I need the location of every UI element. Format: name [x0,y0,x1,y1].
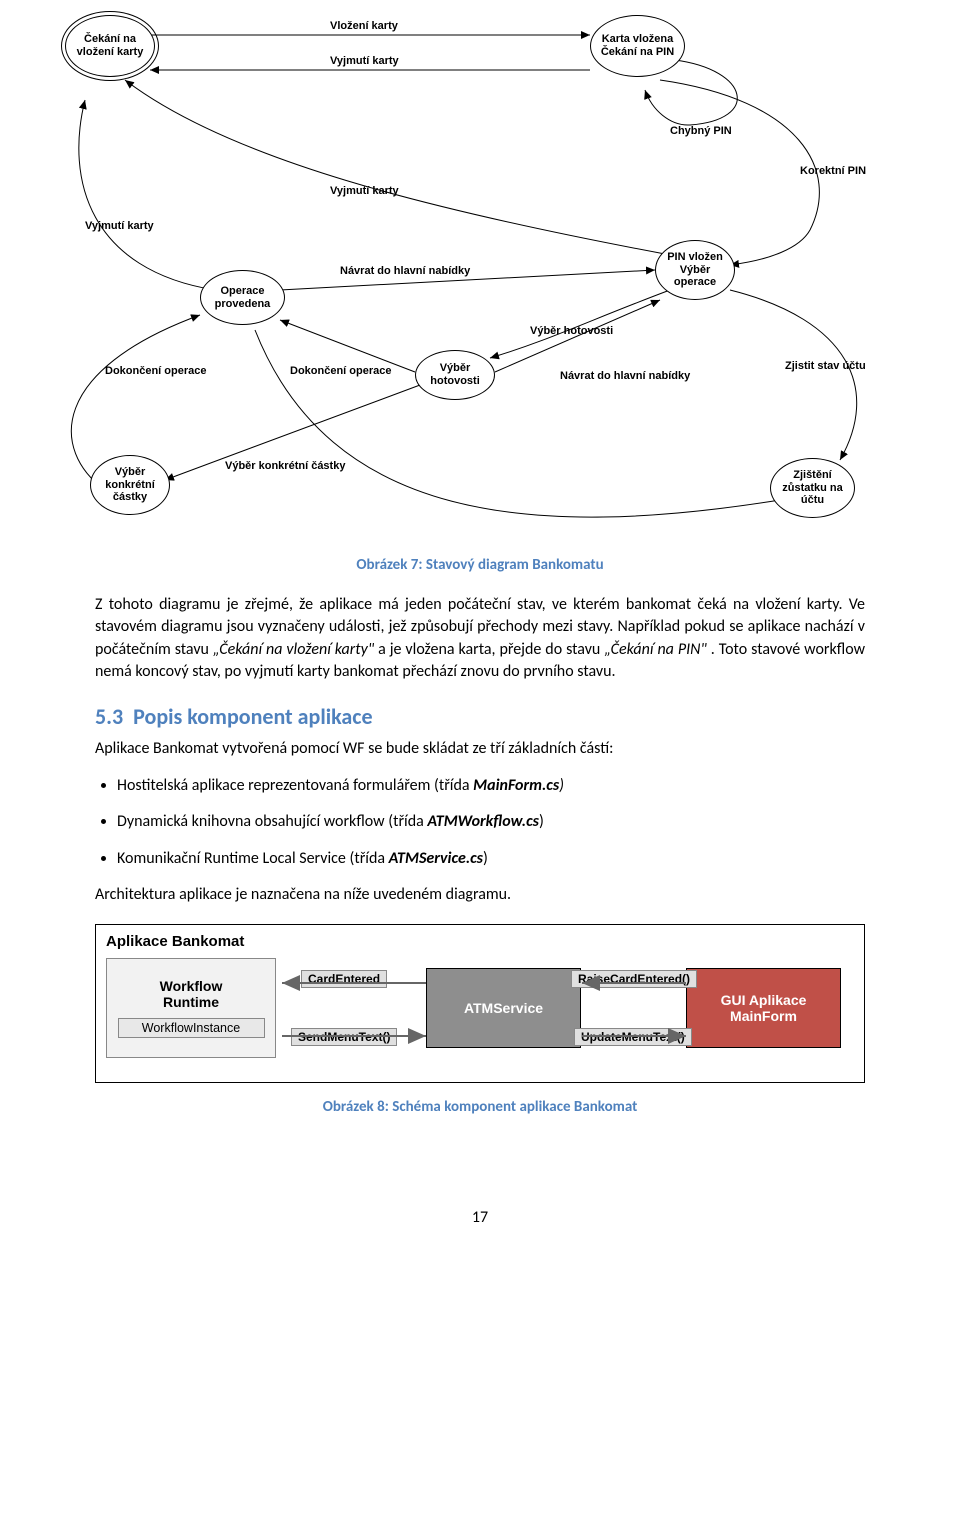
text: ) [539,812,544,831]
node-vyber-hotovosti: Výběr hotovosti [415,350,495,400]
node-label: Výběr konkrétní částky [95,466,165,504]
node-karta-vlozena: Karta vložena Čekání na PIN [590,15,685,77]
figure-7-caption: Obrázek 7: Stavový diagram Bankomatu [95,555,865,576]
component-outer-title: Aplikace Bankomat [106,933,854,950]
node-vyber-castky: Výběr konkrétní částky [90,455,170,515]
bullet-list: Hostitelská aplikace reprezentovaná form… [117,775,865,870]
figure-8-caption: Obrázek 8: Schéma komponent aplikace Ban… [95,1097,865,1118]
edge-label: Návrat do hlavní nabídky [340,265,470,277]
page-number: 17 [0,1208,960,1227]
text-bold: ATMService.cs [389,849,483,868]
edge-label: Výběr konkrétní částky [225,460,345,472]
text-italic: „Čekání na PIN" [604,640,707,659]
document-body: Obrázek 7: Stavový diagram Bankomatu Z t… [95,555,865,906]
text: Komunikační Runtime Local Service (třída [117,849,389,868]
node-label: Čekání na vložení karty [70,33,150,58]
edge-label: Vyjmutí karty [85,220,154,232]
edge-label: Dokončení operace [105,365,206,377]
edge-label: Zjistit stav účtu [785,360,866,372]
paragraph-3: Architektura aplikace je naznačena na ní… [95,884,865,906]
edge-label: Vyjmutí karty [330,55,399,67]
node-operace-provedena: Operace provedena [200,270,285,325]
edge-label: Korektní PIN [800,165,866,177]
paragraph-1: Z tohoto diagramu je zřejmé, že aplikace… [95,594,865,684]
edge-label: Návrat do hlavní nabídky [560,370,690,382]
node-label: Zjištění zůstatku na účtu [775,469,850,507]
section-title: Popis komponent aplikace [133,703,372,730]
state-diagram: Čekání na vložení karty Karta vložena Če… [30,10,930,530]
edge-label: Vložení karty [330,20,398,32]
edge-label: Dokončení operace [290,365,391,377]
list-item: Dynamická knihovna obsahující workflow (… [117,811,865,833]
list-item: Komunikační Runtime Local Service (třída… [117,848,865,870]
section-heading: 5.3 Popis komponent aplikace [95,702,865,733]
text: ) [559,776,564,795]
node-label: Karta vložena Čekání na PIN [595,33,680,58]
node-cekani-vlozeni: Čekání na vložení karty [65,15,155,77]
text: Hostitelská aplikace reprezentovaná form… [117,776,473,795]
component-diagram: Aplikace Bankomat Workflow Runtime Workf… [95,924,865,1083]
paragraph-2: Aplikace Bankomat vytvořená pomocí WF se… [95,738,865,760]
text: Dynamická knihovna obsahující workflow (… [117,812,427,831]
node-label: Operace provedena [205,285,280,310]
list-item: Hostitelská aplikace reprezentovaná form… [117,775,865,797]
text-italic: „Čekání na vložení karty" [213,640,374,659]
node-label: Výběr hotovosti [420,362,490,387]
text-bold: ATMWorkflow.cs [427,812,539,831]
edge-label: Chybný PIN [670,125,732,137]
text: a je vložena karta, přejde do stavu [378,640,604,659]
node-label: PIN vložen Výběr operace [660,251,730,289]
section-number: 5.3 [95,703,123,730]
edge-label: Vyjmutí karty [330,185,399,197]
edge-label: Výběr hotovosti [530,325,613,337]
text: ) [483,849,488,868]
node-zjisteni-zustatku: Zjištění zůstatku na účtu [770,458,855,518]
text-bold: MainForm.cs [473,776,559,795]
node-pin-vlozen: PIN vložen Výběr operace [655,240,735,300]
